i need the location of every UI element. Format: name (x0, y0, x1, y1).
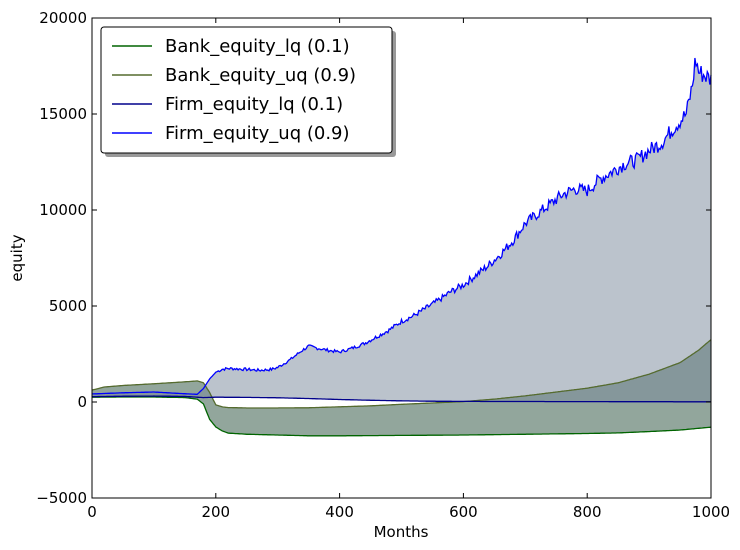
fill-band-firm_lq-firm_uq (92, 58, 711, 402)
series-line-bank_lq (92, 396, 712, 437)
y-tick-label: 10000 (39, 201, 87, 219)
y-tick-label: 0 (77, 393, 87, 411)
series-line-firm_lq (92, 395, 711, 403)
legend-items: Bank_equity_lq (0.1) Bank_equity_uq (0.9)… (112, 36, 356, 144)
ticks-layer: 0 200 400 600 800 1000−5000050001000015000200… (36, 9, 730, 521)
x-tick-label: 200 (201, 503, 230, 521)
x-tick-label: 1000 (692, 503, 730, 521)
legend-label-firm_uq: Firm_equity_uq (0.9) (165, 123, 350, 144)
series-line-firm_uq (92, 57, 712, 395)
y-tick-label: 20000 (39, 9, 87, 27)
legend-label-bank_lq: Bank_equity_lq (0.1) (165, 36, 350, 57)
plot-frame (91, 17, 712, 499)
lines-layer (91, 57, 712, 437)
y-axis-label: equity (8, 234, 26, 281)
x-tick-label: 800 (573, 503, 602, 521)
y-tick-label: 5000 (49, 297, 87, 315)
legend-box (100, 26, 393, 154)
x-tick-label: 400 (325, 503, 354, 521)
fill-band-bank_lq-bank_uq (92, 339, 711, 436)
legend: Bank_equity_lq (0.1) Bank_equity_uq (0.9)… (100, 26, 396, 157)
legend-label-firm_lq: Firm_equity_lq (0.1) (165, 94, 343, 115)
y-tick-label: −5000 (36, 489, 87, 507)
y-tick-label: 15000 (39, 105, 87, 123)
x-axis-label: Months (374, 523, 429, 541)
legend-label-bank_uq: Bank_equity_uq (0.9) (165, 65, 356, 86)
x-tick-label: 600 (449, 503, 478, 521)
x-tick-label: 0 (87, 503, 97, 521)
fills-layer (92, 58, 711, 436)
series-line-bank_uq (91, 339, 712, 409)
